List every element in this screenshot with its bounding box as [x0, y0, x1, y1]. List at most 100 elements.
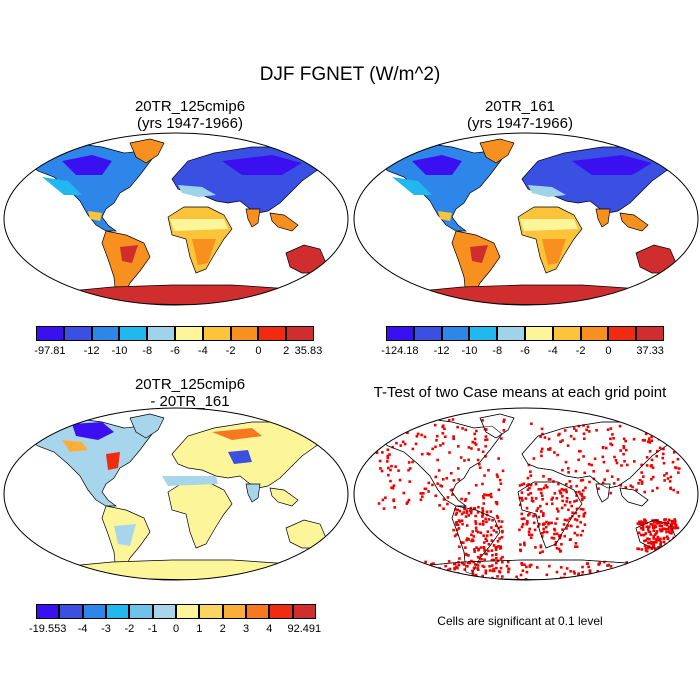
significance-cell — [640, 548, 644, 551]
significance-cell — [538, 504, 542, 508]
significance-cell — [399, 444, 403, 447]
significance-cell — [550, 498, 553, 501]
significance-cell — [481, 495, 485, 498]
significance-cell — [666, 544, 670, 547]
map-border — [3, 407, 349, 581]
significance-cell — [441, 442, 445, 445]
significance-cell — [496, 475, 499, 479]
significance-cell — [419, 498, 423, 502]
significance-cell — [645, 428, 648, 432]
significance-cell — [452, 479, 456, 482]
significance-cell — [644, 546, 648, 550]
significance-cell — [442, 498, 446, 501]
significance-cell — [644, 532, 648, 535]
significance-cell — [658, 539, 662, 542]
significance-cell — [390, 486, 393, 489]
significance-cell — [671, 529, 674, 533]
significance-cell — [572, 427, 576, 430]
significance-cell — [379, 467, 382, 470]
significance-cell — [638, 478, 642, 482]
significance-cell — [601, 446, 605, 449]
significance-cell — [639, 522, 643, 526]
significance-cell — [645, 464, 649, 467]
significance-cell — [596, 569, 600, 573]
significance-cell — [448, 451, 451, 454]
significance-cell — [575, 499, 579, 502]
significance-cell — [468, 561, 472, 565]
significance-cell — [483, 493, 486, 496]
significance-cell — [666, 536, 670, 540]
significance-cell — [521, 569, 525, 572]
significance-cell — [659, 549, 663, 552]
significance-cell — [475, 529, 478, 532]
field-patch — [222, 155, 302, 175]
panel-case1-title-line2: (yrs 1947-1966) — [137, 115, 243, 132]
significance-cell — [647, 525, 651, 529]
significance-cell — [528, 533, 531, 537]
significance-cell — [519, 573, 523, 577]
field-patch — [470, 245, 488, 263]
significance-cell — [528, 486, 531, 490]
significance-cell — [544, 484, 548, 487]
field-patch — [170, 219, 228, 231]
significance-cell — [415, 434, 419, 438]
significance-cell — [643, 490, 646, 494]
significance-cell — [492, 569, 496, 573]
significance-cell — [585, 579, 589, 580]
significance-cell — [485, 438, 489, 441]
colorbar-case2-swatch — [608, 326, 637, 341]
significance-cell — [518, 484, 522, 487]
significance-cell — [529, 483, 533, 487]
significance-cell — [518, 496, 522, 500]
significance-cell — [564, 482, 568, 486]
significance-cell — [473, 548, 476, 551]
significance-cell — [587, 565, 590, 569]
significance-cell — [579, 479, 583, 482]
significance-cell — [485, 510, 489, 514]
colorbar-diff-swatch — [176, 604, 200, 619]
colorbar-diff-label: -3 — [101, 623, 111, 635]
significance-cell — [564, 460, 568, 464]
significance-cell — [403, 442, 407, 446]
significance-cell — [561, 439, 564, 442]
significance-cell — [639, 533, 643, 537]
significance-cell — [644, 539, 648, 542]
significance-cell — [530, 499, 534, 503]
significance-cell — [632, 564, 635, 568]
significance-cell — [535, 509, 539, 513]
significance-cell — [525, 506, 529, 510]
significance-cell — [676, 544, 680, 547]
significance-cell — [481, 419, 484, 422]
colorbar-case1-swatch — [286, 326, 314, 341]
significance-cell — [573, 531, 577, 535]
significance-cell — [676, 491, 680, 494]
significance-cell — [620, 464, 623, 467]
colorbar-case2-swatch — [497, 326, 525, 341]
significance-cell — [555, 517, 559, 521]
significance-cell — [451, 573, 455, 577]
significance-cell — [534, 497, 538, 500]
continent-southeast-asia — [269, 487, 299, 507]
significance-cell — [547, 437, 551, 441]
significance-cell — [559, 440, 562, 444]
significance-cell — [494, 548, 498, 552]
significance-cell — [662, 574, 665, 578]
significance-cell — [588, 578, 592, 580]
significance-cell — [657, 545, 660, 549]
significance-cell — [526, 520, 529, 523]
significance-cell — [652, 537, 655, 540]
significance-cell — [624, 439, 627, 443]
significance-cell — [642, 533, 645, 537]
significance-cell — [550, 536, 554, 540]
significance-cell — [574, 542, 578, 545]
significance-cell — [431, 447, 434, 451]
significance-cell — [382, 507, 386, 510]
continent-india — [245, 208, 261, 228]
significance-cell — [397, 469, 400, 472]
significance-cell — [677, 540, 681, 544]
significance-cell — [651, 475, 655, 479]
significance-cell — [375, 451, 379, 455]
significance-cell — [499, 545, 503, 549]
significance-cell — [427, 452, 431, 456]
significance-cell — [580, 494, 584, 498]
